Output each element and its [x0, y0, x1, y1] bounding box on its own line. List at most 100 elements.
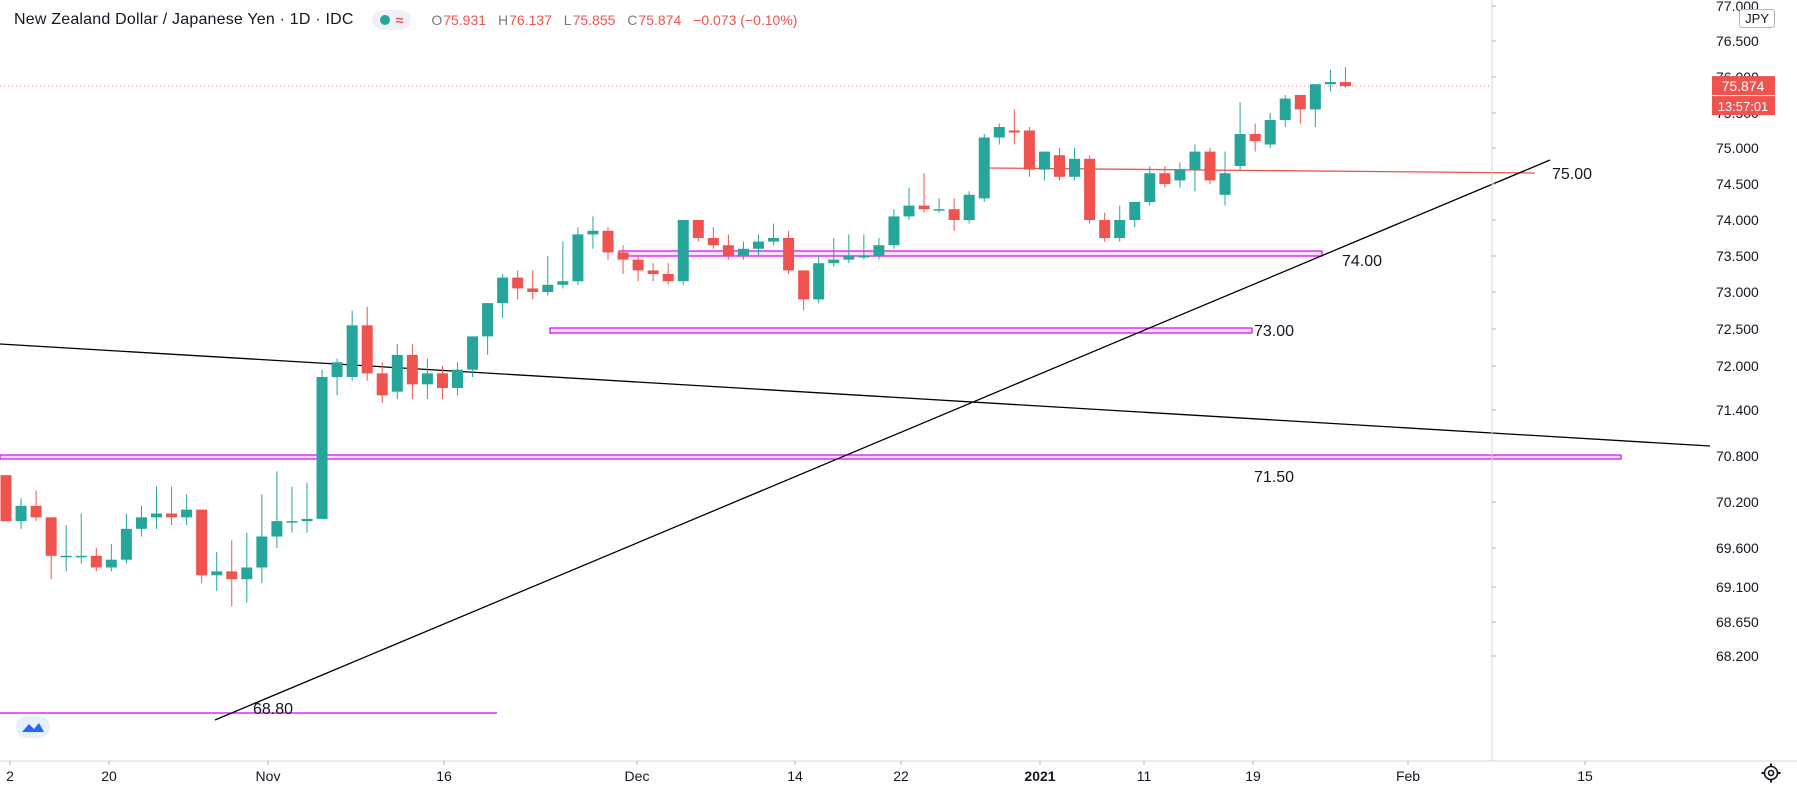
candle [135, 505, 147, 537]
candle-body [30, 505, 42, 518]
candle [722, 234, 734, 260]
drawings-layer[interactable]: 74.00 73.00 71.50 68.80 75.00 [0, 159, 1711, 721]
candle [196, 509, 208, 584]
last-price-badge: 75.874 [1712, 76, 1775, 96]
price-tick-label: 70.800 [1716, 448, 1759, 464]
candle-body [1069, 158, 1081, 177]
candle [647, 263, 659, 282]
candle-body [1279, 98, 1291, 120]
candle [993, 123, 1005, 145]
candle [1174, 162, 1186, 188]
candle-body [512, 277, 524, 289]
candle [421, 358, 433, 399]
candle-body [737, 248, 749, 256]
candle [527, 270, 539, 300]
candle-body [421, 373, 433, 385]
chart-legend: New Zealand Dollar / Japanese Yen · 1D ·… [14, 8, 805, 32]
status-pill[interactable]: ≈ [371, 10, 412, 30]
candle [1054, 148, 1065, 181]
candle-body [572, 234, 584, 282]
candle-body [1339, 82, 1351, 87]
time-tick-label: 11 [1137, 768, 1152, 784]
candle-body [406, 354, 418, 385]
candle-body [497, 277, 509, 304]
candle-body [753, 241, 764, 249]
price-tick-label: 73.500 [1716, 248, 1759, 264]
candle-body [452, 369, 463, 388]
wave-icon: ≈ [395, 12, 404, 28]
candle [181, 494, 193, 525]
candle-body [361, 325, 373, 374]
candle [888, 209, 900, 249]
candle-body [436, 373, 448, 388]
candle-body [918, 205, 930, 210]
candle-body [647, 270, 659, 274]
countdown-value: 13:57:01 [1718, 99, 1769, 114]
candle [151, 486, 162, 529]
candle-body [722, 245, 734, 256]
descending-trendline[interactable] [0, 343, 1711, 447]
candle-body [1144, 173, 1156, 202]
time-tick-label: Dec [625, 768, 650, 784]
candle-body [527, 288, 539, 292]
candle [737, 241, 749, 260]
candle-body [1084, 158, 1096, 220]
support-zone-2[interactable] [549, 327, 1253, 334]
candle-body [798, 270, 810, 300]
candle-body [1294, 95, 1306, 110]
symbol-title[interactable]: New Zealand Dollar / Japanese Yen · 1D ·… [14, 11, 354, 28]
candle [753, 234, 764, 256]
candle-body [1234, 134, 1246, 166]
candle [1084, 155, 1096, 224]
candle-body [993, 127, 1005, 138]
price-tick-label: 74.000 [1716, 212, 1759, 228]
candle [1264, 113, 1276, 148]
support-zone-3[interactable] [0, 454, 1622, 460]
candle-body [226, 571, 238, 580]
candle-body [135, 517, 147, 529]
tradingview-logo-icon[interactable] [16, 716, 50, 738]
countdown-badge-bg [1712, 96, 1775, 116]
low-label: L [563, 12, 572, 28]
candle-body [858, 256, 870, 258]
ascending-trendline[interactable] [214, 159, 1551, 721]
currency-badge[interactable]: JPY [1739, 9, 1775, 28]
candle [166, 486, 178, 525]
candle [226, 540, 238, 607]
candle [1279, 95, 1291, 127]
open-label: O [431, 12, 443, 28]
candle-body [1054, 155, 1065, 177]
candle-body [1099, 220, 1111, 238]
candle-body [707, 238, 719, 246]
candle-body [316, 377, 328, 519]
countdown-badge: 13:57:01 [1712, 96, 1775, 116]
candle-body [346, 325, 358, 377]
candle [1099, 212, 1111, 242]
time-tick-label: 14 [787, 768, 803, 784]
candle-body [1008, 130, 1020, 133]
candle [768, 223, 780, 246]
candle [1008, 109, 1020, 145]
candle [1129, 202, 1141, 228]
candle-body [0, 475, 12, 522]
gear-icon[interactable] [1761, 763, 1781, 783]
candle [90, 548, 102, 572]
candle [1234, 102, 1246, 170]
candle [75, 513, 87, 564]
candle [467, 336, 479, 377]
time-tick-label: 15 [1577, 768, 1593, 784]
candle [813, 256, 825, 304]
candle [1294, 95, 1306, 124]
candle [346, 310, 358, 381]
candle-body [662, 274, 674, 282]
candle-body [105, 559, 117, 568]
price-tick-label: 72.000 [1716, 358, 1759, 374]
candle-body [1038, 151, 1050, 170]
candle [873, 238, 885, 260]
candle [572, 227, 584, 285]
candle [707, 227, 719, 249]
candle-body [60, 555, 72, 558]
